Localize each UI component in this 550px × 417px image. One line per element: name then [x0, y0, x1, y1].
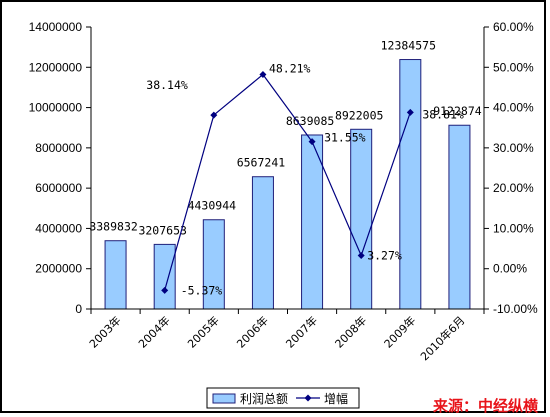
y-left-tick-label: 8000000: [35, 141, 82, 155]
bar: [104, 240, 127, 310]
growth-point: [308, 138, 316, 146]
growth-point: [406, 108, 414, 116]
growth-point: [357, 252, 365, 260]
y-left-tick-label: 2000000: [35, 262, 82, 276]
growth-value-label: -5.37%: [181, 283, 223, 297]
x-category-label: 2005年: [184, 313, 221, 350]
bar: [350, 128, 373, 310]
legend-bar-label: 利润总额: [240, 392, 288, 406]
y-left-tick-label: 0: [75, 302, 82, 316]
bar: [399, 59, 422, 310]
y-left-tick-label: 10000000: [29, 101, 83, 115]
bar-value-label: 4430944: [188, 199, 237, 213]
y-left-tick-label: 12000000: [29, 60, 83, 74]
bar: [448, 124, 471, 310]
growth-value-label: 31.55%: [324, 131, 366, 145]
legend-line-marker: [304, 394, 312, 402]
y-left-tick-label: 6000000: [35, 181, 82, 195]
y-left-tick-label: 4000000: [35, 221, 82, 235]
y-left-tick-label: 14000000: [29, 20, 83, 34]
bar-value-label: 12384575: [381, 39, 436, 53]
y-right-tick-label: 50.00%: [493, 60, 534, 74]
y-right-tick-label: -10.00%: [493, 302, 538, 316]
growth-point: [210, 111, 218, 119]
bar-value-label: 9122874: [433, 104, 482, 118]
legend-line-label: 增幅: [324, 391, 348, 406]
x-category-label: 2006年: [234, 313, 271, 350]
bar: [301, 134, 324, 310]
growth-value-label: 38.81%: [422, 107, 464, 121]
y-right-tick-label: 60.00%: [493, 20, 534, 34]
bar-value-label: 6567241: [237, 156, 286, 170]
growth-point: [259, 70, 267, 78]
y-right-tick-label: 40.00%: [493, 101, 534, 115]
x-category-label: 2008年: [332, 313, 369, 350]
bar-value-label: 8922005: [335, 108, 383, 122]
bar: [251, 176, 274, 310]
x-category-label: 2003年: [86, 313, 123, 350]
growth-line: [164, 73, 411, 291]
legend-box: [206, 387, 360, 409]
growth-point: [161, 286, 169, 294]
x-category-label: 2007年: [283, 313, 320, 350]
source-label: 来源：中经纵横: [432, 397, 539, 415]
y-right-tick-label: 30.00%: [493, 141, 534, 155]
bar-value-label: 3207653: [138, 223, 187, 237]
y-right-tick-label: 0.00%: [493, 262, 527, 276]
bar-value-label: 3389832: [89, 220, 137, 234]
y-right-tick-label: 10.00%: [493, 221, 534, 235]
bar: [153, 243, 176, 310]
legend-bar-swatch: [212, 393, 236, 404]
x-category-label: 2009年: [381, 313, 418, 350]
y-right-tick-label: 20.00%: [493, 181, 534, 195]
growth-value-label: 38.14%: [146, 78, 188, 92]
growth-value-label: 48.21%: [269, 61, 311, 75]
bar-value-label: 8639085: [286, 114, 334, 128]
x-category-label: 2010年6月: [417, 313, 467, 363]
growth-value-label: 3.27%: [367, 249, 402, 263]
x-category-label: 2004年: [135, 313, 172, 350]
